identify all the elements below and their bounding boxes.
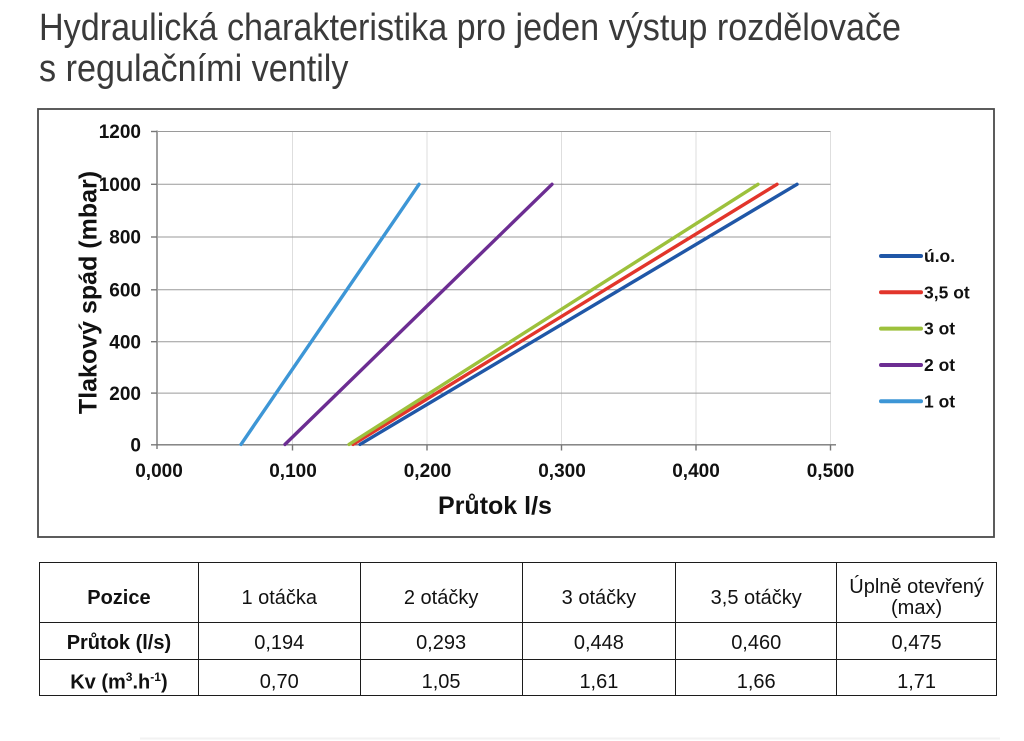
svg-text:2 ot: 2 ot <box>924 355 955 375</box>
svg-text:200: 200 <box>109 384 141 405</box>
svg-text:1000: 1000 <box>99 175 141 196</box>
svg-text:Průtok l/s: Průtok l/s <box>438 492 552 520</box>
svg-text:400: 400 <box>109 332 141 353</box>
svg-text:600: 600 <box>109 281 141 302</box>
svg-text:3 ot: 3 ot <box>924 319 955 339</box>
svg-text:1200: 1200 <box>99 122 141 143</box>
svg-text:3,5 ot: 3,5 ot <box>924 282 970 302</box>
svg-text:0,000: 0,000 <box>135 461 183 482</box>
svg-text:0,300: 0,300 <box>538 461 586 482</box>
svg-text:ú.o.: ú.o. <box>924 246 955 266</box>
svg-text:1 ot: 1 ot <box>924 391 955 411</box>
svg-text:0,100: 0,100 <box>269 461 317 482</box>
svg-text:0: 0 <box>130 436 141 457</box>
svg-text:0,200: 0,200 <box>404 461 452 482</box>
svg-text:800: 800 <box>109 228 141 249</box>
svg-text:Tlakový spád (mbar): Tlakový spád (mbar) <box>75 171 103 414</box>
svg-text:0,400: 0,400 <box>672 461 720 482</box>
svg-text:0,500: 0,500 <box>807 461 855 482</box>
